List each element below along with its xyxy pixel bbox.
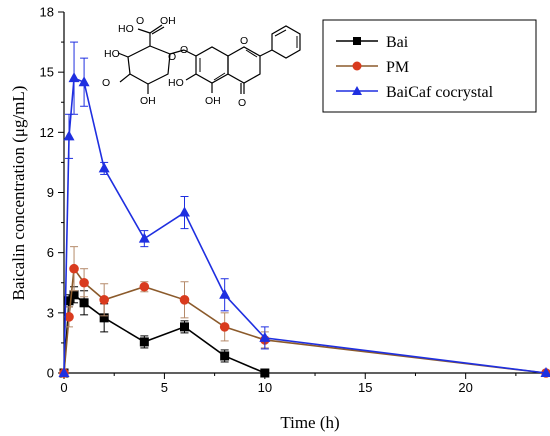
molecule-label: HO [118, 23, 134, 35]
data-point-bai [99, 313, 109, 323]
data-point-baicaf-cocrystal [78, 76, 90, 87]
x-tick-label: 10 [258, 380, 272, 395]
molecule-label: HO [104, 48, 120, 60]
x-axis-title: Time (h) [280, 413, 339, 432]
y-axis-title: Baicalin concentration (μg/mL) [9, 86, 28, 301]
series-line-pm [63, 266, 547, 374]
y-tick-label: 12 [40, 125, 54, 140]
data-point-pm [179, 294, 190, 305]
data-point-baicaf-cocrystal [68, 72, 80, 83]
data-point-pm [79, 277, 89, 288]
data-point-baicaf-cocrystal [58, 367, 70, 377]
molecule-label: O [180, 44, 188, 56]
molecule-label: HO [168, 77, 184, 89]
legend-marker-bai [353, 37, 361, 45]
data-point-baicaf-cocrystal [98, 162, 110, 173]
data-point-bai [260, 368, 270, 378]
data-point-pm [219, 322, 230, 332]
baicalin-structure-image: O HO OH HO OH O O O O HO OH O [102, 15, 301, 109]
molecule-label: O [238, 97, 246, 109]
y-tick-label: 18 [40, 5, 54, 20]
x-tick-label: 0 [60, 380, 67, 395]
molecule-label: OH [160, 15, 176, 27]
data-point-baicaf-cocrystal [259, 331, 271, 342]
data-point-baicaf-cocrystal [138, 232, 150, 243]
legend: Bai PM BaiCaf cocrystal [322, 19, 537, 113]
legend-marker-baicaf [352, 86, 362, 95]
series-line-baicaf-cocrystal [63, 77, 547, 374]
data-point-pm [64, 312, 74, 322]
molecule-label: O [168, 51, 176, 63]
x-tick-label: 15 [358, 380, 372, 395]
molecule-label: O [102, 77, 110, 89]
x-tick-label: 20 [458, 380, 472, 395]
data-point-baicaf-cocrystal [63, 130, 75, 141]
legend-item-baicaf-cocrystal: BaiCaf cocrystal [336, 84, 494, 101]
data-point-pm [99, 294, 109, 305]
data-point-bai [180, 322, 189, 332]
y-tick-label: 9 [47, 185, 54, 200]
legend-item-bai: Bai [336, 34, 409, 51]
data-point-baicaf-cocrystal [179, 206, 190, 217]
data-point-baicaf-cocrystal [219, 288, 231, 299]
legend-marker-pm [352, 61, 362, 71]
legend-label-pm: PM [386, 59, 409, 76]
legend-label-baicaf-cocrystal: BaiCaf cocrystal [386, 84, 494, 101]
data-point-pm [139, 281, 150, 292]
molecule-label: OH [205, 95, 221, 107]
data-point-bai [220, 351, 230, 361]
data-point-baicaf-cocrystal [540, 367, 550, 377]
y-tick-label: 6 [47, 245, 54, 260]
y-tick-label: 3 [47, 305, 54, 320]
molecule-label: OH [140, 95, 156, 107]
y-tick-label: 0 [47, 366, 54, 381]
data-point-bai [139, 337, 149, 347]
molecule-label: O [136, 15, 144, 27]
x-tick-label: 5 [161, 380, 168, 395]
y-tick-label: 15 [40, 65, 54, 80]
data-point-pm [69, 263, 79, 274]
legend-item-pm: PM [336, 59, 409, 76]
legend-label-bai: Bai [386, 34, 409, 51]
plot-area: 0 5 10 15 20 0 3 6 9 12 15 18 [40, 5, 550, 395]
data-point-bai [79, 298, 89, 308]
data-point-bai [69, 290, 79, 300]
molecule-label: O [240, 35, 248, 47]
data-point-bai [64, 296, 74, 306]
